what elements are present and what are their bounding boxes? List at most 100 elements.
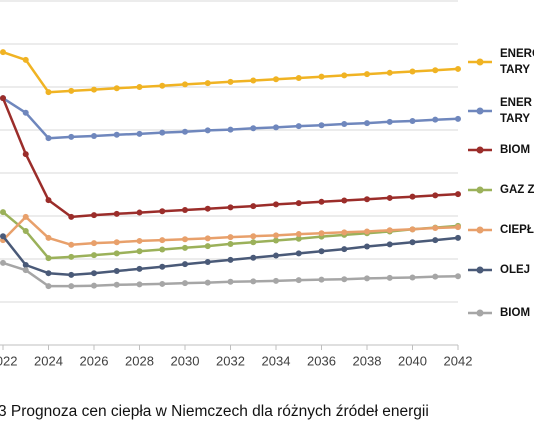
data-point — [227, 126, 234, 133]
data-point — [204, 80, 211, 87]
data-point — [91, 282, 97, 289]
data-point — [227, 278, 234, 285]
data-point — [273, 252, 279, 259]
data-point — [295, 277, 302, 284]
data-point — [45, 270, 52, 277]
data-point — [273, 124, 279, 131]
data-point — [318, 248, 325, 255]
data-point — [227, 240, 234, 247]
data-point — [68, 271, 75, 278]
data-point — [386, 227, 393, 234]
data-point — [386, 274, 393, 281]
legend-marker — [476, 186, 484, 194]
legend-label: GAZ Z — [500, 184, 534, 196]
data-point — [91, 270, 97, 277]
data-point — [386, 194, 393, 201]
data-point — [227, 78, 234, 85]
data-point — [455, 191, 461, 198]
data-point — [182, 261, 188, 268]
data-point — [113, 250, 120, 257]
data-point — [455, 234, 461, 241]
legend-label: BIOM — [500, 307, 530, 319]
data-point — [22, 151, 29, 158]
data-point — [22, 267, 29, 274]
data-point — [318, 198, 325, 205]
data-point — [68, 87, 75, 94]
x-tick-label: 2026 — [80, 353, 109, 368]
data-point — [159, 263, 166, 270]
data-point — [204, 243, 211, 250]
data-point — [250, 77, 257, 84]
data-point — [204, 279, 211, 286]
data-point — [159, 129, 166, 136]
data-point — [455, 224, 461, 231]
data-point — [113, 85, 120, 92]
x-tick-label: 2024 — [34, 353, 63, 368]
x-tick-label: 2040 — [398, 353, 427, 368]
data-point — [113, 131, 120, 138]
data-point — [45, 197, 52, 204]
data-point — [341, 72, 348, 79]
data-point — [341, 197, 348, 204]
data-point — [45, 89, 52, 96]
data-point — [364, 71, 370, 78]
data-point — [0, 95, 6, 102]
data-point — [318, 276, 325, 283]
legend-label: OLEJ — [500, 264, 530, 276]
data-point — [341, 246, 348, 253]
data-point — [409, 68, 416, 75]
legend-label: ENERGTARY — [500, 48, 534, 76]
data-point — [136, 248, 143, 255]
data-point — [182, 81, 188, 88]
legend-marker — [476, 146, 484, 154]
legend-label: BIOM — [500, 144, 530, 156]
legend-marker — [476, 266, 484, 274]
data-point — [22, 56, 29, 63]
data-point — [45, 135, 52, 142]
data-point — [386, 241, 393, 248]
data-point — [0, 49, 6, 56]
data-point — [432, 116, 439, 123]
data-point — [204, 127, 211, 134]
data-point — [227, 204, 234, 211]
x-tick-label: 2042 — [444, 353, 473, 368]
data-point — [250, 125, 257, 132]
data-point — [68, 241, 75, 248]
data-point — [159, 246, 166, 253]
data-point — [364, 275, 370, 282]
x-tick-label: 2022 — [0, 353, 17, 368]
data-point — [182, 244, 188, 251]
data-point — [432, 67, 439, 74]
x-tick-label: 2034 — [262, 353, 291, 368]
data-point — [0, 233, 6, 240]
data-point — [432, 237, 439, 244]
legend-label: ENER TARY — [500, 97, 533, 125]
data-point — [295, 231, 302, 238]
data-point — [136, 209, 143, 216]
data-point — [295, 123, 302, 130]
data-point — [22, 109, 29, 116]
data-point — [409, 274, 416, 281]
data-point — [113, 268, 120, 275]
data-point — [318, 73, 325, 80]
data-point — [295, 200, 302, 207]
chart-title: 3 Prognoza cen ciepła w Niemczech dla ró… — [0, 403, 429, 420]
data-point — [432, 192, 439, 199]
data-point — [0, 209, 6, 216]
data-point — [91, 240, 97, 247]
data-point — [136, 265, 143, 272]
data-point — [182, 206, 188, 213]
data-point — [364, 120, 370, 127]
data-point — [113, 239, 120, 246]
data-point — [68, 133, 75, 140]
data-point — [364, 228, 370, 235]
x-tick-label: 2032 — [216, 353, 245, 368]
data-point — [273, 237, 279, 244]
data-point — [68, 283, 75, 290]
data-point — [136, 237, 143, 244]
data-point — [432, 273, 439, 280]
data-point — [295, 74, 302, 81]
data-point — [273, 277, 279, 284]
data-point — [91, 212, 97, 219]
data-point — [409, 226, 416, 233]
